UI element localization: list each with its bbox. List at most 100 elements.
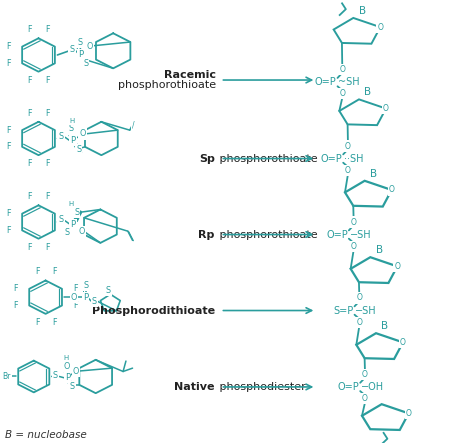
Text: B: B xyxy=(370,169,377,178)
Polygon shape xyxy=(351,257,397,283)
Text: F: F xyxy=(28,192,32,201)
Text: −SH: −SH xyxy=(356,305,377,316)
Text: F: F xyxy=(45,243,49,252)
Text: F: F xyxy=(45,192,49,201)
Text: F: F xyxy=(52,318,56,327)
Text: H: H xyxy=(64,355,69,361)
Text: F: F xyxy=(73,284,78,293)
Text: S: S xyxy=(65,228,70,237)
Text: phosphorothioate: phosphorothioate xyxy=(118,79,216,90)
Text: F: F xyxy=(45,109,49,118)
Text: S: S xyxy=(59,132,64,141)
Text: Racemic: Racemic xyxy=(164,70,216,79)
Text: O: O xyxy=(362,370,368,379)
Polygon shape xyxy=(345,181,392,206)
Text: S: S xyxy=(76,145,81,154)
Text: O: O xyxy=(356,293,362,302)
Text: O: O xyxy=(351,242,356,251)
Text: S: S xyxy=(59,215,64,224)
Text: S: S xyxy=(77,38,82,47)
Text: F: F xyxy=(6,209,11,218)
Text: P: P xyxy=(71,220,75,229)
Text: /: / xyxy=(132,121,135,130)
Text: F: F xyxy=(45,159,49,168)
Text: phosphorothioate: phosphorothioate xyxy=(216,154,318,163)
Text: B: B xyxy=(376,245,383,255)
Text: F: F xyxy=(6,59,11,68)
Text: B: B xyxy=(382,321,389,331)
Text: B = nucleobase: B = nucleobase xyxy=(5,430,87,440)
Polygon shape xyxy=(339,99,386,125)
Text: ~SH: ~SH xyxy=(338,77,360,87)
Polygon shape xyxy=(362,404,409,430)
Text: F: F xyxy=(35,267,39,276)
Text: O=P: O=P xyxy=(315,77,337,87)
Text: B: B xyxy=(359,6,366,16)
Text: P: P xyxy=(71,136,75,145)
Text: F: F xyxy=(6,143,11,151)
Text: −SH: −SH xyxy=(350,230,372,239)
Text: O=P: O=P xyxy=(320,154,342,163)
Text: O: O xyxy=(351,218,356,226)
Text: F: F xyxy=(6,126,11,135)
Text: O: O xyxy=(394,262,400,271)
Text: O: O xyxy=(339,65,345,74)
Text: F: F xyxy=(28,25,32,34)
Text: F: F xyxy=(73,301,78,310)
Text: O: O xyxy=(78,227,85,236)
Text: Br: Br xyxy=(2,372,10,381)
Text: P: P xyxy=(79,50,83,59)
Text: F: F xyxy=(45,76,49,85)
Text: F: F xyxy=(6,42,11,51)
Text: O: O xyxy=(406,409,411,418)
Text: F: F xyxy=(6,226,11,235)
Text: B: B xyxy=(365,87,372,97)
Text: O: O xyxy=(339,89,345,98)
Polygon shape xyxy=(334,18,380,44)
Text: O: O xyxy=(63,361,70,371)
Text: S: S xyxy=(91,297,97,306)
Text: ··SH: ··SH xyxy=(344,154,364,163)
Text: O: O xyxy=(345,142,351,151)
Polygon shape xyxy=(356,333,403,359)
Text: O: O xyxy=(71,293,77,301)
Text: H: H xyxy=(69,118,75,123)
Text: F: F xyxy=(13,301,18,310)
Text: P: P xyxy=(65,373,70,382)
Text: F: F xyxy=(28,243,32,252)
Text: S: S xyxy=(83,281,88,290)
Text: O: O xyxy=(383,104,389,113)
Text: O=P: O=P xyxy=(337,382,359,392)
Text: F: F xyxy=(28,76,32,85)
Text: F: F xyxy=(45,25,49,34)
Text: F: F xyxy=(52,267,56,276)
Text: S: S xyxy=(74,208,79,217)
Text: Phosphorodithioate: Phosphorodithioate xyxy=(91,305,215,316)
Text: Native: Native xyxy=(174,382,215,392)
Text: S: S xyxy=(70,382,74,392)
Text: S: S xyxy=(53,371,58,380)
Text: O: O xyxy=(86,42,93,51)
Text: Rp: Rp xyxy=(199,230,215,239)
Text: phosphorothioate: phosphorothioate xyxy=(216,230,318,239)
Text: S: S xyxy=(70,45,74,54)
Text: F: F xyxy=(28,109,32,118)
Text: F: F xyxy=(13,284,18,293)
Text: S: S xyxy=(83,59,88,68)
Text: phosphodiester: phosphodiester xyxy=(216,382,305,392)
Text: F: F xyxy=(28,159,32,168)
Text: S=P: S=P xyxy=(333,305,354,316)
Text: O: O xyxy=(400,338,406,347)
Text: S: S xyxy=(105,285,110,294)
Text: O: O xyxy=(362,394,368,403)
Text: O: O xyxy=(73,367,79,376)
Text: P: P xyxy=(83,293,88,301)
Text: H: H xyxy=(68,201,73,207)
Text: −OH: −OH xyxy=(361,382,384,392)
Text: O: O xyxy=(377,23,383,32)
Text: Sp: Sp xyxy=(199,154,215,163)
Text: O: O xyxy=(345,166,351,175)
Text: O=P: O=P xyxy=(326,230,348,239)
Text: O: O xyxy=(356,318,362,327)
Text: O: O xyxy=(79,129,86,139)
